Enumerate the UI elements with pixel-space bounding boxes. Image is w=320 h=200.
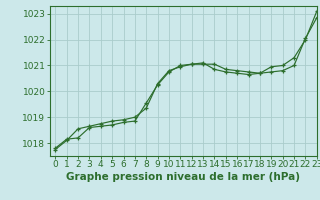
X-axis label: Graphe pression niveau de la mer (hPa): Graphe pression niveau de la mer (hPa)	[66, 172, 300, 182]
